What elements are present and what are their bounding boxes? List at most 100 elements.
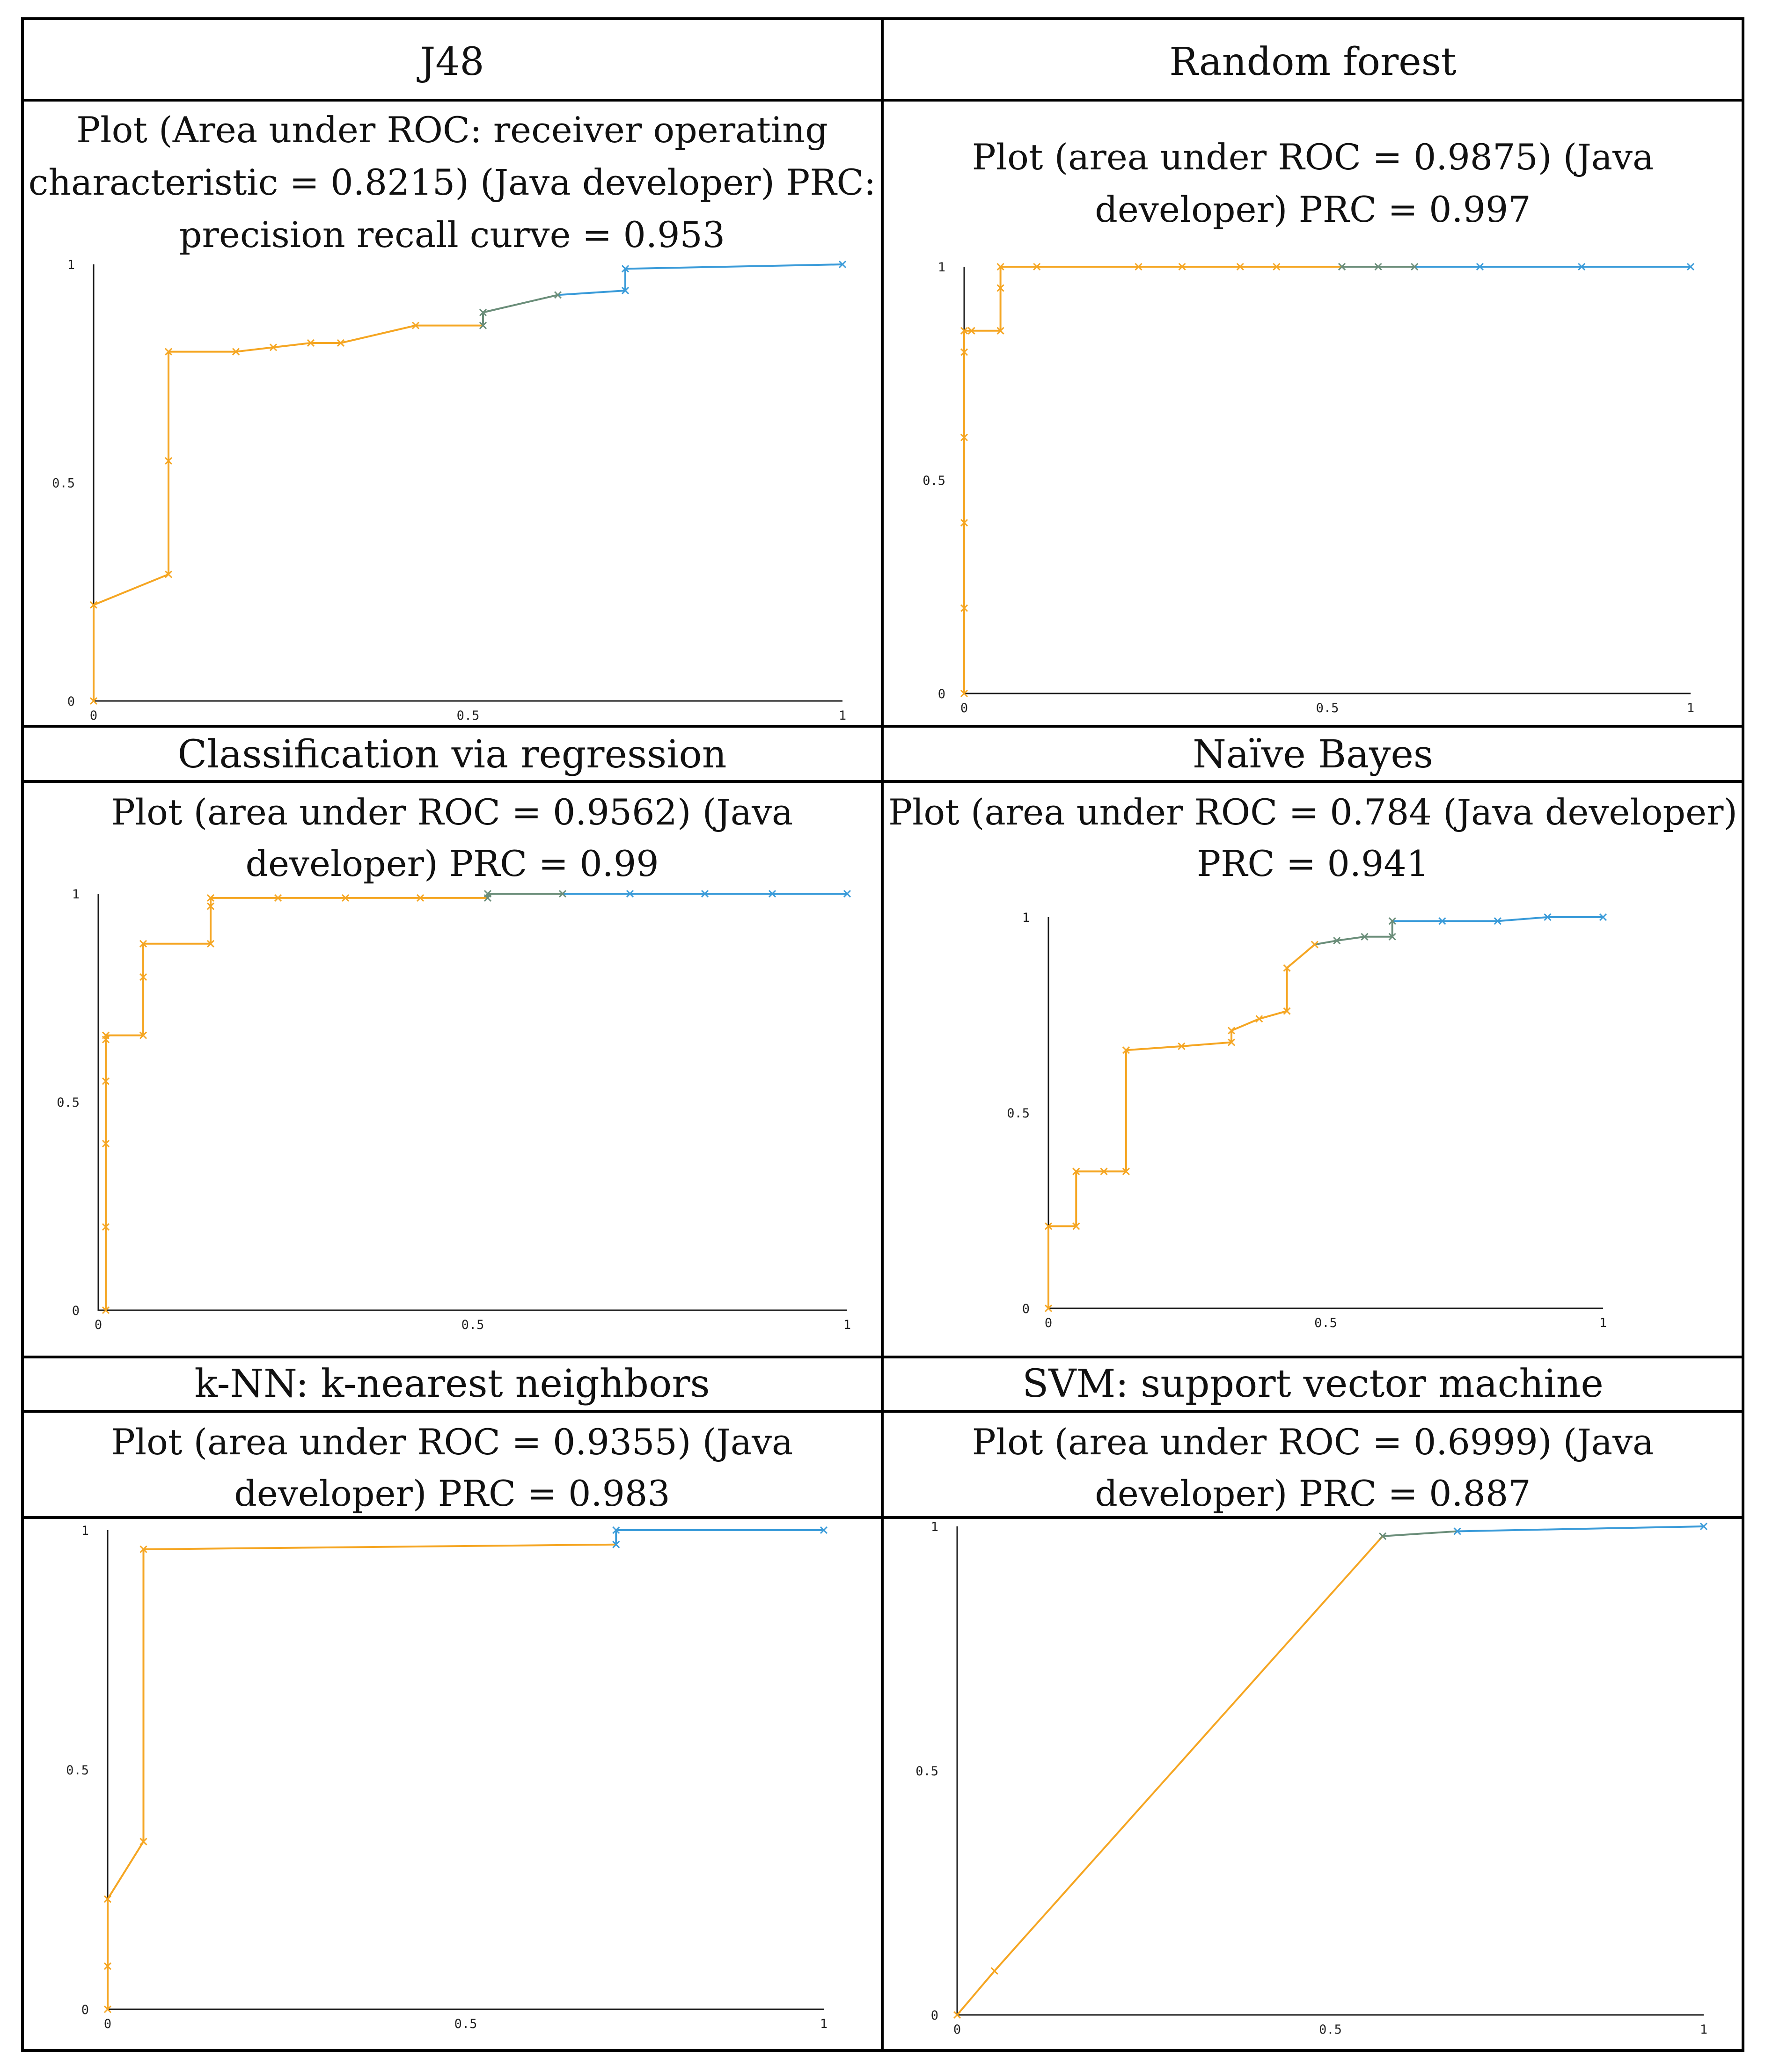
roc-point xyxy=(164,570,173,578)
roc-segment xyxy=(1314,940,1337,946)
y-tick-label: 1 xyxy=(67,258,75,272)
roc-point xyxy=(1044,1222,1053,1230)
caption-j48-line-1: Plot (Area under ROC: receiver operating xyxy=(76,109,828,151)
roc-point xyxy=(1255,1015,1263,1023)
roc-point xyxy=(1122,1046,1130,1054)
y-tick-label: 0.5 xyxy=(923,474,945,488)
caption-naive-bayes-line-2: PRC = 0.941 xyxy=(1197,843,1429,884)
roc-point xyxy=(1578,263,1586,271)
roc-point xyxy=(1311,941,1318,948)
caption-svm-line-2: developer) PRC = 0.887 xyxy=(1095,1473,1531,1514)
roc-point xyxy=(269,343,278,351)
roc-point xyxy=(341,894,350,902)
roc-point xyxy=(483,890,492,898)
roc-segment xyxy=(1286,943,1316,969)
roc-segment xyxy=(557,289,626,296)
roc-point xyxy=(89,601,98,609)
axis-lines xyxy=(93,264,842,702)
caption-naive-bayes-line-1: Plot (area under ROC = 0.784 (Java devel… xyxy=(888,791,1737,833)
x-tick-label: 0 xyxy=(95,1318,102,1332)
x-tick-label: 1 xyxy=(1700,2022,1707,2037)
roc-point xyxy=(1374,263,1382,271)
roc-segment xyxy=(340,324,416,344)
roc-point xyxy=(1388,933,1396,941)
roc-point xyxy=(1227,1038,1236,1046)
plot-random-forest: 0 0.5 1 0 0.5 1 xyxy=(923,260,1694,715)
caption-knn-line-1: Plot (area under ROC = 0.9355) (Java xyxy=(111,1421,793,1463)
y-tick-label: 0.5 xyxy=(915,1764,938,1779)
roc-point xyxy=(1333,937,1341,945)
caption-classification-via-regression-line-2: developer) PRC = 0.99 xyxy=(245,843,659,884)
roc-point xyxy=(102,1139,110,1148)
roc-point xyxy=(1388,917,1396,925)
roc-point xyxy=(960,348,968,356)
roc-point xyxy=(1033,263,1041,271)
roc-point xyxy=(1227,1027,1236,1035)
y-tick-label: 0.5 xyxy=(52,476,75,491)
roc-segment xyxy=(1497,916,1548,922)
roc-point xyxy=(1283,1007,1291,1015)
roc-point xyxy=(960,327,968,335)
caption-knn-line-2: developer) PRC = 0.983 xyxy=(234,1473,670,1514)
x-tick-label: 0 xyxy=(953,2022,961,2037)
plot-svm: 0 0.5 1 0 0.5 1 xyxy=(915,1520,1707,2037)
roc-point xyxy=(558,890,567,898)
y-tick-label: 0 xyxy=(938,687,945,701)
caption-random-forest-line-1: Plot (area under ROC = 0.9875) (Java xyxy=(972,136,1654,178)
roc-segment xyxy=(956,1970,996,2016)
roc-point xyxy=(102,1223,110,1231)
plot-knn: 0 0.5 1 0 0.5 1 xyxy=(66,1524,828,2031)
header-classification-via-regression: Classification via regression xyxy=(177,732,726,777)
roc-point xyxy=(479,308,487,316)
roc-point xyxy=(612,1526,620,1534)
caption-j48-line-3: precision recall curve = 0.953 xyxy=(179,214,725,255)
roc-segment xyxy=(1231,1018,1260,1032)
roc-point xyxy=(1283,964,1291,972)
roc-point xyxy=(990,1967,998,1975)
roc-point xyxy=(164,348,173,356)
y-tick-label: 1 xyxy=(931,1520,938,1534)
roc-point xyxy=(206,894,215,902)
roc-point xyxy=(1599,913,1607,921)
x-tick-label: 0.5 xyxy=(454,2017,477,2031)
axis-lines xyxy=(97,894,847,1311)
roc-segment xyxy=(1336,935,1365,942)
roc-point xyxy=(768,890,776,898)
roc-point xyxy=(1100,1167,1108,1175)
roc-point xyxy=(102,1031,110,1039)
roc-point xyxy=(139,1031,147,1039)
x-tick-label: 1 xyxy=(839,708,846,723)
x-tick-label: 0 xyxy=(1045,1316,1052,1330)
plot-j48: 0 0.5 1 0 0.5 1 xyxy=(52,258,846,723)
roc-point xyxy=(102,1077,110,1085)
roc-segment xyxy=(1126,1045,1182,1051)
roc-point xyxy=(1494,917,1501,925)
roc-point xyxy=(1236,263,1244,271)
roc-segment xyxy=(1457,1525,1704,1532)
roc-point xyxy=(1544,913,1552,921)
header-random-forest: Random forest xyxy=(1169,40,1457,84)
roc-point xyxy=(164,457,173,465)
roc-segment xyxy=(93,573,169,606)
roc-point xyxy=(1044,1304,1053,1313)
x-tick-label: 1 xyxy=(843,1318,851,1332)
axis-lines xyxy=(107,1530,824,2010)
roc-point xyxy=(621,286,630,295)
roc-point xyxy=(996,327,1004,335)
roc-segment xyxy=(994,1535,1384,1972)
x-tick-label: 1 xyxy=(1687,701,1694,715)
roc-point xyxy=(274,894,282,902)
roc-point xyxy=(337,339,345,347)
caption-random-forest-line-2: developer) PRC = 0.997 xyxy=(1095,189,1531,230)
roc-point xyxy=(612,1540,620,1548)
roc-point xyxy=(103,1895,112,1903)
roc-point xyxy=(1438,917,1446,925)
roc-point xyxy=(1453,1527,1461,1535)
x-tick-label: 0 xyxy=(90,708,97,723)
y-tick-label: 0 xyxy=(1022,1302,1030,1316)
y-tick-label: 0 xyxy=(72,1304,80,1318)
roc-point xyxy=(102,1306,110,1314)
roc-point xyxy=(1135,263,1142,271)
roc-point xyxy=(416,894,425,902)
roc-point xyxy=(960,519,968,527)
